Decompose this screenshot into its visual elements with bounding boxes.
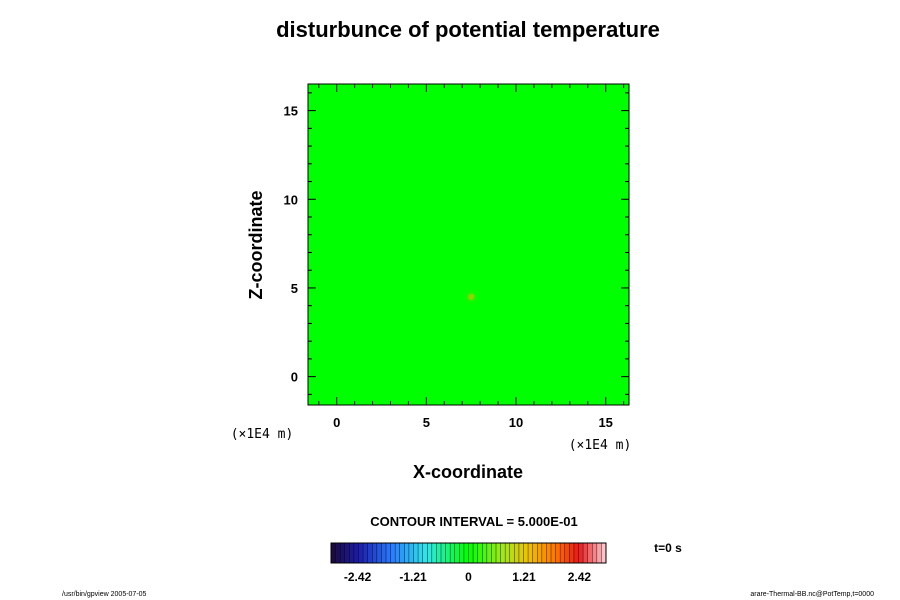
colorbar-cell <box>473 543 478 563</box>
colorbar <box>330 542 607 564</box>
colorbar-cell <box>413 543 419 563</box>
colorbar-tick-label: 2.42 <box>568 570 592 584</box>
colorbar-cell <box>578 543 584 563</box>
colorbar-cell <box>532 543 538 563</box>
colorbar-cell <box>427 543 433 563</box>
colorbar-cell <box>358 543 364 563</box>
colorbar-cell <box>445 543 451 563</box>
colorbar-cell <box>381 543 387 563</box>
colorbar-tick-label: 0 <box>465 570 472 584</box>
colorbar-cell <box>450 543 456 563</box>
colorbar-cell <box>592 543 598 563</box>
colorbar-cell <box>353 543 359 563</box>
colorbar-cell <box>468 543 474 563</box>
colorbar-tick-label: -1.21 <box>399 570 427 584</box>
colorbar-cell <box>436 543 442 563</box>
colorbar-labels: -2.42 -1.21 0 1.21 2.42 <box>344 570 592 584</box>
colorbar-cell <box>583 543 588 563</box>
colorbar-cell <box>569 543 575 563</box>
colorbar-cell <box>367 543 373 563</box>
colorbar-cell <box>564 543 570 563</box>
colorbar-cell <box>431 543 437 563</box>
colorbar-cell <box>528 543 533 563</box>
footer-left: /usr/bin/gpview 2005-07-05 <box>62 591 147 598</box>
colorbar-cell <box>331 543 336 563</box>
colorbar-cell <box>344 543 350 563</box>
colorbar-cell <box>500 543 506 563</box>
colorbar-cell <box>551 543 556 563</box>
y-tick-label: 5 <box>291 281 298 296</box>
colorbar-cell <box>523 543 529 563</box>
colorbar-cell <box>399 543 405 563</box>
y-axis-label: Z-coordinate <box>246 190 266 299</box>
y-tick-labels: 0 5 10 15 <box>284 104 298 385</box>
colorbar-cell <box>555 543 561 563</box>
colorbar-frame <box>330 542 607 564</box>
x-tick-label: 10 <box>509 415 523 430</box>
colorbar-tick-label: 1.21 <box>512 570 536 584</box>
anomaly-core <box>468 293 475 300</box>
time-label: t=0 s <box>654 541 682 555</box>
contour-interval: CONTOUR INTERVAL = 5.000E-01 <box>370 514 577 529</box>
colorbar-cell <box>463 543 469 563</box>
colorbar-cell <box>376 543 382 563</box>
colorbar-cell <box>363 543 368 563</box>
colorbar-cell <box>386 543 391 563</box>
colorbar-cell <box>491 543 497 563</box>
colorbar-cell <box>573 543 579 563</box>
colorbar-cell <box>546 543 552 563</box>
x-tick-label: 15 <box>598 415 612 430</box>
colorbar-cell <box>408 543 414 563</box>
colorbar-cell <box>541 543 547 563</box>
colorbar-cell <box>459 543 465 563</box>
colorbar-cell <box>486 543 492 563</box>
x-tick-labels: 0 5 10 15 <box>333 415 613 430</box>
colorbar-cell <box>340 543 346 563</box>
x-axis-label: X-coordinate <box>413 462 523 482</box>
colorbar-cell <box>477 543 483 563</box>
colorbar-cell <box>518 543 524 563</box>
colorbar-cell <box>596 543 602 563</box>
y-tick-label: 10 <box>284 192 298 207</box>
colorbar-cell <box>395 543 401 563</box>
colorbar-cell <box>514 543 520 563</box>
colorbar-cell <box>505 543 511 563</box>
x-tick-label: 0 <box>333 415 340 430</box>
footer-right: arare-Thermal-BB.nc@PotTemp,t=0000 <box>750 591 874 598</box>
x-unit-label: (×1E4 m) <box>569 438 632 453</box>
colorbar-cell <box>587 543 593 563</box>
colorbar-cell <box>372 543 378 563</box>
colorbar-cell <box>335 543 341 563</box>
colorbar-cell <box>441 543 446 563</box>
colorbar-cell <box>390 543 396 563</box>
colorbar-cell <box>560 543 566 563</box>
colorbar-cell <box>496 543 501 563</box>
plot-frame <box>307 83 630 406</box>
colorbar-cell <box>404 543 410 563</box>
x-tick-label: 5 <box>423 415 430 430</box>
plot-area <box>307 83 630 406</box>
colorbar-cell <box>537 543 543 563</box>
colorbar-tick-label: -2.42 <box>344 570 372 584</box>
colorbar-cell <box>418 543 423 563</box>
colorbar-cell <box>601 543 607 563</box>
colorbar-cell <box>349 543 355 563</box>
chart-title: disturbunce of potential temperature <box>276 17 660 42</box>
colorbar-cell <box>509 543 515 563</box>
y-tick-label: 15 <box>284 104 298 119</box>
axis-ticks <box>308 84 629 405</box>
colorbar-cell <box>422 543 428 563</box>
y-tick-label: 0 <box>291 370 298 385</box>
y-unit-label: (×1E4 m) <box>231 427 294 442</box>
heatmap-field <box>308 84 629 405</box>
colorbar-cell <box>454 543 460 563</box>
colorbar-cell <box>482 543 488 563</box>
